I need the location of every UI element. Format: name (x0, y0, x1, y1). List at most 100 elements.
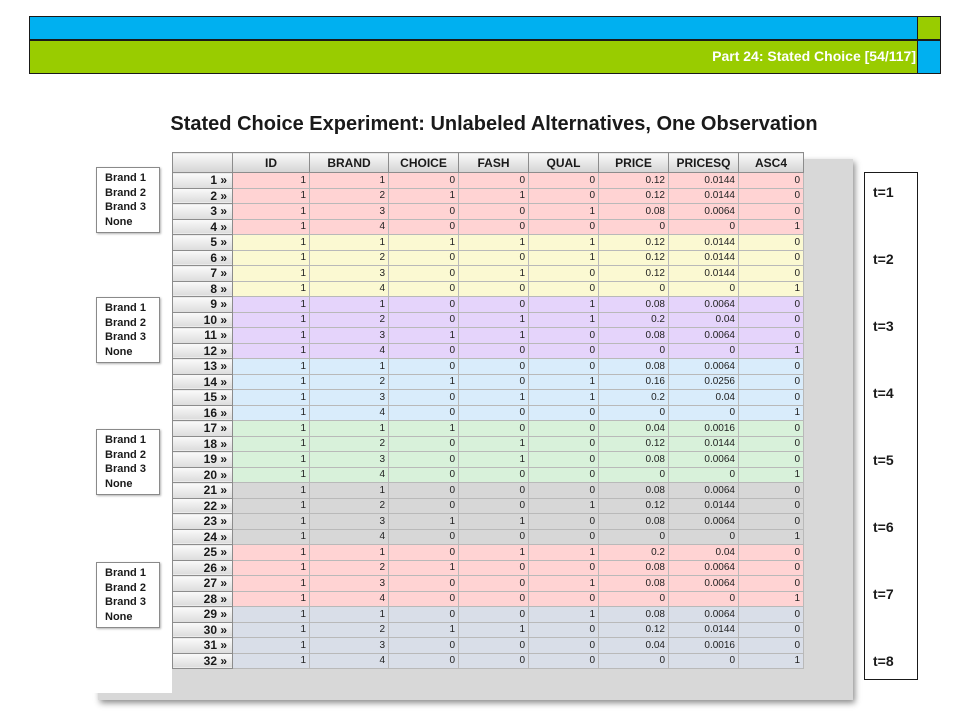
cell-pricesq[interactable]: 0 (668, 218, 739, 235)
cell-id[interactable]: 1 (232, 513, 310, 530)
cell-fash[interactable]: 1 (458, 311, 529, 328)
row-header[interactable]: 32 » (172, 652, 233, 669)
cell-asc4[interactable]: 0 (738, 234, 804, 251)
cell-brand[interactable]: 4 (309, 590, 389, 607)
cell-choice[interactable]: 1 (388, 234, 459, 251)
cell-qual[interactable]: 0 (528, 590, 599, 607)
cell-id[interactable]: 1 (232, 404, 310, 421)
cell-asc4[interactable]: 1 (738, 528, 804, 545)
cell-qual[interactable]: 1 (528, 296, 599, 313)
cell-brand[interactable]: 1 (309, 172, 389, 189)
cell-price[interactable]: 0 (598, 466, 669, 483)
cell-choice[interactable]: 0 (388, 280, 459, 297)
cell-qual[interactable]: 1 (528, 497, 599, 514)
cell-id[interactable]: 1 (232, 203, 310, 220)
cell-asc4[interactable]: 0 (738, 296, 804, 313)
row-header[interactable]: 1 » (172, 172, 233, 189)
cell-choice[interactable]: 1 (388, 513, 459, 530)
table-row[interactable]: 31 » 1 3 0 0 0 0.04 0.0016 0 (172, 637, 804, 654)
cell-brand[interactable]: 4 (309, 280, 389, 297)
row-header[interactable]: 13 » (172, 358, 233, 375)
table-row[interactable]: 7 » 1 3 0 1 0 0.12 0.0144 0 (172, 265, 804, 282)
table-row[interactable]: 11 » 1 3 1 1 0 0.08 0.0064 0 (172, 327, 804, 344)
cell-id[interactable]: 1 (232, 544, 310, 561)
cell-fash[interactable]: 0 (458, 528, 529, 545)
row-header[interactable]: 24 » (172, 528, 233, 545)
cell-fash[interactable]: 0 (458, 482, 529, 499)
cell-asc4[interactable]: 0 (738, 575, 804, 592)
table-row[interactable]: 14 » 1 2 1 0 1 0.16 0.0256 0 (172, 373, 804, 390)
row-header[interactable]: 20 » (172, 466, 233, 483)
row-header[interactable]: 3 » (172, 203, 233, 220)
cell-choice[interactable]: 0 (388, 590, 459, 607)
cell-id[interactable]: 1 (232, 451, 310, 468)
cell-brand[interactable]: 3 (309, 451, 389, 468)
cell-pricesq[interactable]: 0.0016 (668, 420, 739, 437)
cell-price[interactable]: 0.16 (598, 373, 669, 390)
table-row[interactable]: 23 » 1 3 1 1 0 0.08 0.0064 0 (172, 513, 804, 530)
cell-qual[interactable]: 0 (528, 358, 599, 375)
cell-price[interactable]: 0.12 (598, 249, 669, 266)
cell-choice[interactable]: 1 (388, 187, 459, 204)
cell-pricesq[interactable]: 0.04 (668, 544, 739, 561)
cell-qual[interactable]: 1 (528, 249, 599, 266)
cell-asc4[interactable]: 0 (738, 559, 804, 576)
cell-fash[interactable]: 0 (458, 637, 529, 654)
cell-choice[interactable]: 0 (388, 435, 459, 452)
table-row[interactable]: 8 » 1 4 0 0 0 0 0 1 (172, 280, 804, 297)
table-row[interactable]: 10 » 1 2 0 1 1 0.2 0.04 0 (172, 311, 804, 328)
cell-fash[interactable]: 0 (458, 249, 529, 266)
cell-price[interactable]: 0.04 (598, 637, 669, 654)
cell-asc4[interactable]: 0 (738, 497, 804, 514)
row-header[interactable]: 28 » (172, 590, 233, 607)
cell-choice[interactable]: 0 (388, 637, 459, 654)
cell-brand[interactable]: 4 (309, 652, 389, 669)
row-header[interactable]: 5 » (172, 234, 233, 251)
cell-asc4[interactable]: 0 (738, 358, 804, 375)
cell-brand[interactable]: 2 (309, 435, 389, 452)
cell-id[interactable]: 1 (232, 296, 310, 313)
cell-id[interactable]: 1 (232, 218, 310, 235)
cell-id[interactable]: 1 (232, 280, 310, 297)
cell-price[interactable]: 0.2 (598, 311, 669, 328)
row-header[interactable]: 26 » (172, 559, 233, 576)
column-header-pricesq[interactable]: PRICESQ (668, 152, 739, 173)
row-header[interactable]: 31 » (172, 637, 233, 654)
cell-choice[interactable]: 1 (388, 559, 459, 576)
table-row[interactable]: 2 » 1 2 1 1 0 0.12 0.0144 0 (172, 187, 804, 204)
cell-price[interactable]: 0 (598, 528, 669, 545)
cell-brand[interactable]: 2 (309, 187, 389, 204)
cell-fash[interactable]: 0 (458, 280, 529, 297)
cell-brand[interactable]: 1 (309, 234, 389, 251)
cell-brand[interactable]: 3 (309, 637, 389, 654)
cell-asc4[interactable]: 0 (738, 373, 804, 390)
table-row[interactable]: 3 » 1 3 0 0 1 0.08 0.0064 0 (172, 203, 804, 220)
cell-asc4[interactable]: 0 (738, 637, 804, 654)
cell-fash[interactable]: 0 (458, 466, 529, 483)
cell-choice[interactable]: 0 (388, 265, 459, 282)
cell-asc4[interactable]: 0 (738, 451, 804, 468)
cell-brand[interactable]: 2 (309, 559, 389, 576)
cell-pricesq[interactable]: 0.0144 (668, 621, 739, 638)
cell-asc4[interactable]: 1 (738, 342, 804, 359)
row-header[interactable]: 23 » (172, 513, 233, 530)
cell-choice[interactable]: 1 (388, 621, 459, 638)
cell-asc4[interactable]: 1 (738, 218, 804, 235)
cell-id[interactable]: 1 (232, 373, 310, 390)
cell-id[interactable]: 1 (232, 575, 310, 592)
cell-price[interactable]: 0 (598, 280, 669, 297)
cell-qual[interactable]: 0 (528, 559, 599, 576)
cell-fash[interactable]: 1 (458, 327, 529, 344)
cell-id[interactable]: 1 (232, 234, 310, 251)
table-row[interactable]: 13 » 1 1 0 0 0 0.08 0.0064 0 (172, 358, 804, 375)
cell-price[interactable]: 0.12 (598, 435, 669, 452)
cell-pricesq[interactable]: 0.0064 (668, 606, 739, 623)
cell-pricesq[interactable]: 0.0064 (668, 482, 739, 499)
cell-fash[interactable]: 1 (458, 187, 529, 204)
cell-qual[interactable]: 1 (528, 373, 599, 390)
column-header-fash[interactable]: FASH (458, 152, 529, 173)
cell-id[interactable]: 1 (232, 389, 310, 406)
cell-fash[interactable]: 0 (458, 606, 529, 623)
row-header[interactable]: 7 » (172, 265, 233, 282)
cell-pricesq[interactable]: 0.0144 (668, 497, 739, 514)
